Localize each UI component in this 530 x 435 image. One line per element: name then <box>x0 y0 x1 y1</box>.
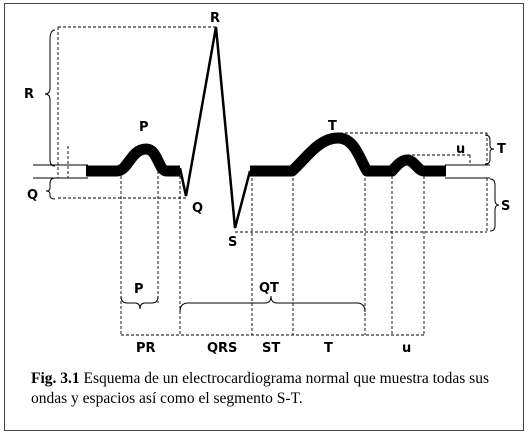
amplitude-braces <box>44 29 500 232</box>
figure-caption: Fig. 3.1 Esquema de un electrocardiogram… <box>31 369 501 409</box>
label-amp-t: T <box>497 142 506 157</box>
interval-guides <box>120 171 425 336</box>
wave-labels: R P Q S T <box>139 11 337 250</box>
label-amp-r: R <box>24 87 34 102</box>
baseline <box>33 164 490 179</box>
label-interval-st: ST <box>262 341 280 356</box>
label-wave-p: P <box>139 120 149 135</box>
label-amp-s: S <box>501 199 510 214</box>
amplitude-guides <box>57 26 488 233</box>
label-wave-r: R <box>210 11 220 26</box>
label-interval-t: T <box>324 341 333 356</box>
caption-text: Esquema de un electrocardiograma normal … <box>31 370 489 407</box>
label-interval-u: u <box>402 341 411 356</box>
interval-labels: P QT PR QRS ST T u <box>134 281 411 356</box>
label-interval-qrs: QRS <box>207 341 237 356</box>
label-interval-pr: PR <box>136 341 156 356</box>
label-amp-q: Q <box>27 188 38 203</box>
figure-frame <box>4 3 524 431</box>
amplitude-labels: R Q u T S <box>24 87 510 214</box>
label-interval-p: P <box>134 282 144 297</box>
label-amp-u: u <box>456 142 465 157</box>
interval-braces <box>120 295 366 313</box>
label-wave-t: T <box>328 119 337 134</box>
label-wave-q: Q <box>192 201 203 216</box>
caption-label: Fig. 3.1 <box>31 370 80 387</box>
label-wave-s: S <box>228 235 237 250</box>
label-interval-qt: QT <box>259 281 279 296</box>
